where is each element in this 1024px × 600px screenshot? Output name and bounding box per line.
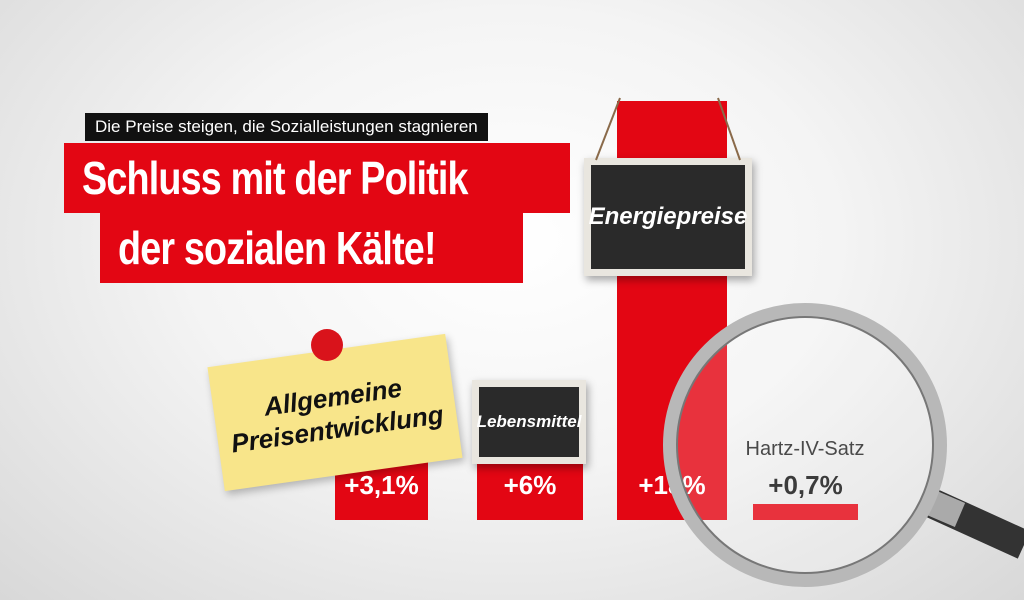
bar [753, 503, 858, 520]
title-text: Schluss mit der Politik [82, 152, 469, 204]
category-sign: Energiepreise [584, 158, 752, 276]
category-label: Hartz-IV-Satz [745, 438, 865, 460]
value-label: +18% [638, 470, 706, 500]
magnifier-handle [918, 486, 1024, 559]
title-text: der sozialen Kälte! [118, 222, 437, 274]
category-sign: Lebensmittel [472, 380, 586, 464]
title-line: Schluss mit der Politik [64, 143, 571, 213]
magnifier-collar [919, 488, 966, 527]
value-label: +6% [503, 470, 557, 500]
subtitle: Die Preise steigen, die Sozialleistungen… [85, 113, 488, 141]
title-line: der sozialen Kälte! [100, 213, 524, 283]
value-label: +0,7% [768, 470, 843, 500]
value-label: +3,1% [344, 470, 419, 500]
